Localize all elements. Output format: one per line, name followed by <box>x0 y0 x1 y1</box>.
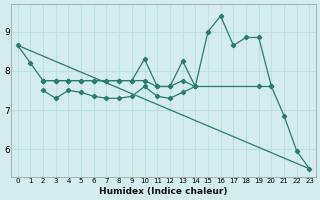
X-axis label: Humidex (Indice chaleur): Humidex (Indice chaleur) <box>99 187 228 196</box>
